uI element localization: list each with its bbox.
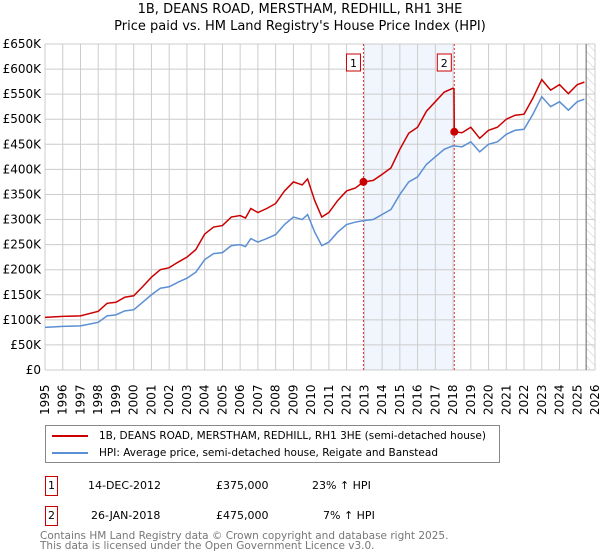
x-tick-label: 2015 — [393, 384, 407, 415]
x-tick-label: 2013 — [357, 384, 371, 415]
x-tick-label: 2005 — [215, 384, 229, 415]
y-tick-label: £550K — [3, 87, 43, 101]
y-tick-label: £350K — [3, 187, 43, 201]
sale-date: 26-JAN-2018 — [91, 509, 161, 522]
footer: Contains HM Land Registry data © Crown c… — [40, 530, 449, 552]
x-tick-label: 2002 — [162, 384, 176, 415]
x-tick-label: 2020 — [482, 384, 496, 415]
sale-point — [359, 177, 368, 186]
x-tick-label: 2018 — [446, 384, 460, 415]
hpi-line — [44, 95, 585, 329]
property-line — [44, 78, 585, 319]
sale-label: 1 — [350, 57, 357, 70]
x-tick-label: 2004 — [198, 384, 212, 415]
footer-line: This data is licensed under the Open Gov… — [40, 540, 375, 552]
sale-label: 2 — [441, 57, 448, 70]
y-tick-label: £0 — [26, 363, 41, 377]
y-tick-label: £650K — [3, 37, 43, 51]
sale-date: 14-DEC-2012 — [88, 479, 162, 492]
x-tick-label: 2026 — [588, 384, 600, 415]
x-tick-label: 1995 — [38, 384, 52, 415]
sale-label-box — [436, 53, 452, 72]
sale-hpi-diff: 23% ↑ HPI — [312, 479, 371, 492]
x-tick-label: 2008 — [269, 384, 283, 415]
legend-item-property: 1B, DEANS ROAD, MERSTHAM, REDHILL, RH1 3… — [52, 430, 486, 442]
y-tick-label: £50K — [10, 338, 42, 352]
x-tick-label: 1998 — [91, 384, 105, 415]
x-tick-label: 2009 — [286, 384, 300, 415]
footer-line: Contains HM Land Registry data © Crown c… — [40, 530, 449, 542]
y-tick-label: £200K — [3, 263, 43, 277]
x-tick-label: 2021 — [499, 384, 513, 415]
legend-label: HPI: Average price, semi-detached house,… — [99, 447, 438, 459]
x-tick-label: 2006 — [233, 384, 247, 415]
x-tick-label: 2011 — [322, 384, 336, 415]
x-tick-label: 2010 — [304, 384, 318, 415]
chart-title: 1B, DEANS ROAD, MERSTHAM, REDHILL, RH1 3… — [137, 2, 463, 17]
y-tick-label: £500K — [3, 112, 43, 126]
sale-period-shading — [363, 44, 455, 370]
x-tick-label: 2019 — [464, 384, 478, 415]
y-tick-label: £300K — [3, 213, 43, 227]
y-tick-label: £100K — [3, 313, 43, 327]
sale-price: £375,000 — [216, 479, 269, 492]
price-chart: £0 £50K £100K £150K £200K £250K £300K £350K £400… — [3, 37, 600, 415]
x-tick-label: 2022 — [517, 384, 531, 415]
sale-marker-label: 2 — [45, 506, 58, 526]
x-tick-label: 1999 — [109, 384, 123, 415]
y-tick-label: £250K — [3, 238, 43, 252]
y-tick-label: £400K — [3, 162, 43, 176]
sale-marker-label: 1 — [45, 476, 58, 496]
blue-line-swatch — [52, 452, 88, 454]
x-tick-label: 2000 — [127, 384, 141, 415]
y-tick-label: £150K — [3, 288, 43, 302]
x-tick-label: 2014 — [375, 384, 389, 415]
legend: 1B, DEANS ROAD, MERSTHAM, REDHILL, RH1 3… — [45, 425, 500, 463]
sale-point — [450, 127, 459, 136]
x-tick-label: 2024 — [553, 384, 567, 415]
sale-price: £475,000 — [216, 509, 269, 522]
x-tick-label: 2012 — [340, 384, 354, 415]
x-tick-label: 2007 — [251, 384, 265, 415]
y-tick-label: £600K — [3, 62, 43, 76]
x-tick-label: 2017 — [428, 384, 442, 415]
x-tick-label: 1996 — [56, 384, 70, 415]
x-tick-label: 2001 — [144, 384, 158, 415]
x-tick-label: 2016 — [411, 384, 425, 415]
forecast-hatch — [586, 44, 595, 370]
x-tick-label: 2025 — [570, 384, 584, 415]
x-tick-label: 1997 — [73, 384, 87, 415]
x-tick-label: 2003 — [180, 384, 194, 415]
legend-label: 1B, DEANS ROAD, MERSTHAM, REDHILL, RH1 3… — [99, 430, 486, 442]
legend-item-hpi: HPI: Average price, semi-detached house,… — [52, 447, 438, 459]
sale-label-box — [345, 53, 361, 72]
x-tick-label: 2023 — [535, 384, 549, 415]
red-line-swatch — [52, 435, 88, 437]
y-tick-label: £450K — [3, 137, 43, 151]
sale-hpi-diff: 7% ↑ HPI — [323, 509, 375, 522]
chart-subtitle: Price paid vs. HM Land Registry's House … — [114, 19, 486, 34]
